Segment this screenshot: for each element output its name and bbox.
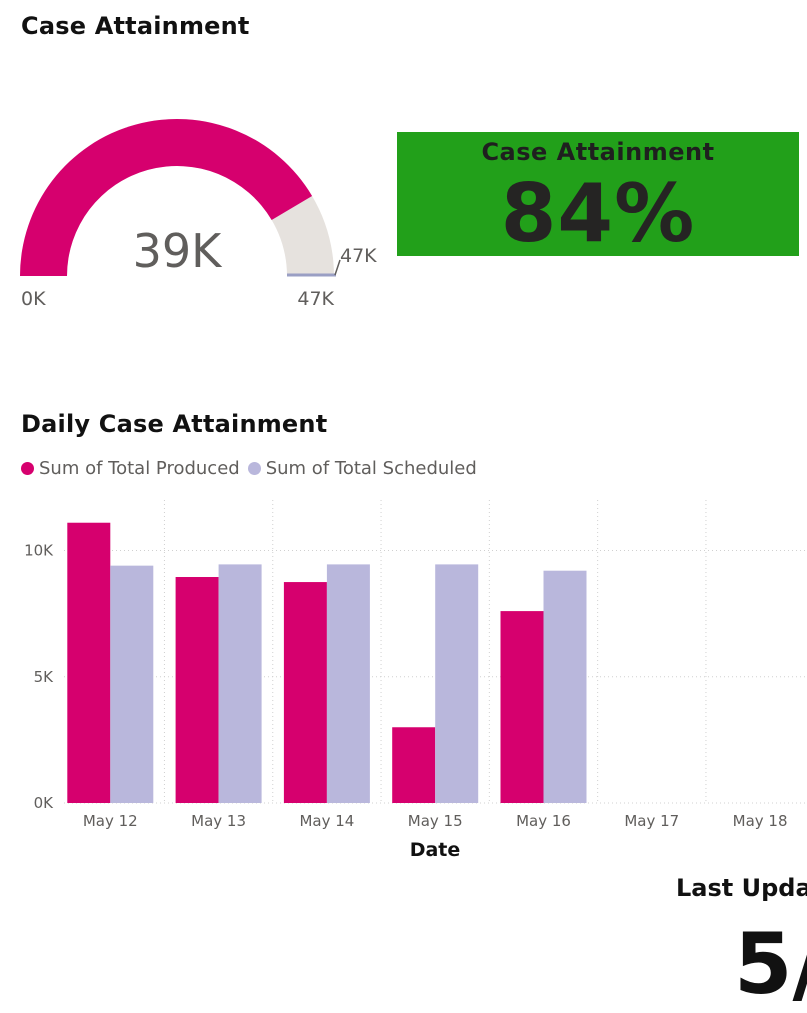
- y-tick-label: 10K: [24, 542, 54, 560]
- x-tick-label: May 15: [408, 812, 463, 830]
- bar-scheduled: [110, 565, 154, 803]
- x-tick-label: May 12: [83, 812, 138, 830]
- page-title: Case Attainment: [21, 12, 250, 40]
- legend-label-produced: Sum of Total Produced: [39, 457, 240, 479]
- x-tick-label: May 18: [733, 812, 788, 830]
- y-axis: 0K 5K 10K: [24, 542, 54, 813]
- gauge-target-leader-line: [334, 259, 341, 276]
- chart-legend: Sum of Total Produced Sum of Total Sched…: [21, 457, 485, 479]
- gauge-value-arc[interactable]: [20, 118, 313, 277]
- x-axis: May 12 May 13 May 14 May 15 May 16 May 17 May …: [83, 812, 788, 830]
- legend-marker-produced: [21, 461, 34, 475]
- bar-chart[interactable]: May 12 May 13 May 14 May 15 May 16 May 17 May …: [0, 490, 807, 870]
- gauge-target-label: 47K: [340, 245, 377, 267]
- kpi-value: 84%: [500, 167, 696, 260]
- bar-scheduled: [218, 564, 262, 803]
- chart-title: Daily Case Attainment: [21, 410, 328, 438]
- bar-produced: [392, 727, 436, 803]
- bar-scheduled: [435, 564, 479, 803]
- x-tick-label: May 16: [516, 812, 571, 830]
- bar-produced: [283, 582, 327, 803]
- gauge-min-label: 0K: [21, 288, 46, 310]
- kpi-label: Case Attainment: [481, 138, 715, 166]
- x-tick-label: May 14: [299, 812, 354, 830]
- gauge-chart[interactable]: 39K 0K 47K 47K: [0, 100, 390, 320]
- kpi-card[interactable]: Case Attainment 84%: [397, 132, 799, 260]
- legend-item-scheduled[interactable]: Sum of Total Scheduled: [247, 457, 477, 479]
- y-tick-label: 5K: [34, 668, 55, 686]
- chart-grid: [64, 500, 807, 804]
- y-tick-label: 0K: [34, 794, 55, 812]
- x-tick-label: May 17: [624, 812, 679, 830]
- chart-bars: [67, 522, 587, 803]
- bar-produced: [67, 522, 111, 803]
- x-axis-title: Date: [410, 839, 461, 861]
- legend-marker-scheduled: [247, 461, 261, 475]
- bar-produced: [175, 577, 219, 803]
- last-updated-value: 5/: [734, 915, 807, 1013]
- gauge-value-label: 39K: [133, 224, 224, 278]
- last-updated-label: Last Upda: [676, 874, 807, 902]
- bar-scheduled: [543, 570, 587, 803]
- gauge-max-label: 47K: [297, 288, 334, 310]
- bar-produced: [500, 611, 544, 803]
- x-tick-label: May 13: [191, 812, 246, 830]
- bar-scheduled: [326, 564, 370, 803]
- legend-item-produced[interactable]: Sum of Total Produced: [21, 458, 240, 479]
- legend-label-scheduled: Sum of Total Scheduled: [265, 457, 477, 479]
